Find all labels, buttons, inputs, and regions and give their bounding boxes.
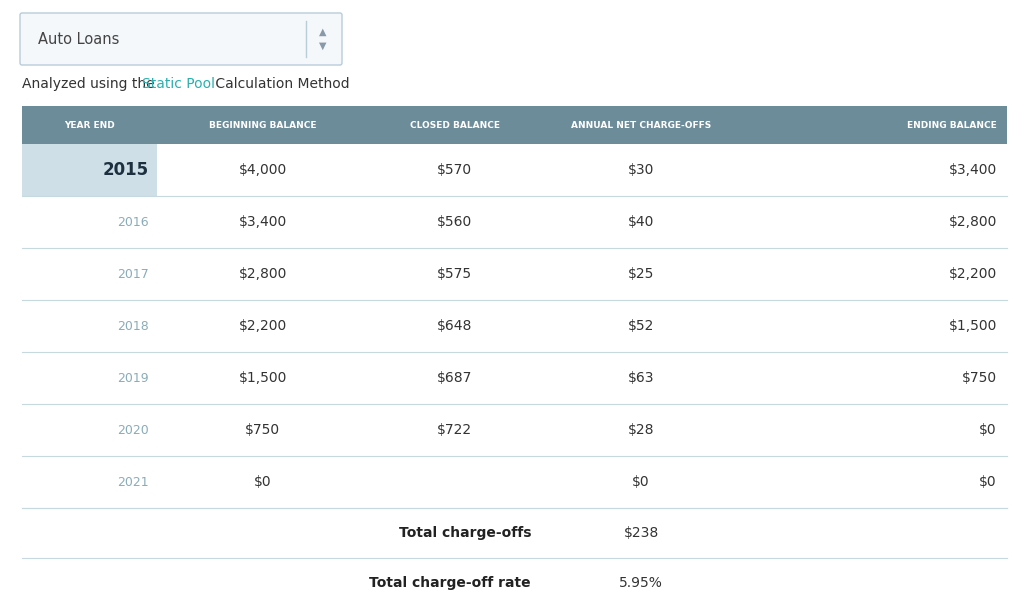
Text: $63: $63 — [628, 371, 654, 385]
Text: $2,800: $2,800 — [239, 267, 287, 281]
Text: 2017: 2017 — [117, 268, 149, 280]
Text: $687: $687 — [437, 371, 472, 385]
Text: $2,200: $2,200 — [239, 319, 287, 333]
Text: 2015: 2015 — [103, 161, 149, 179]
Text: $750: $750 — [245, 423, 280, 437]
Text: $0: $0 — [632, 475, 650, 489]
Bar — [22, 144, 157, 196]
Text: Static Pool: Static Pool — [142, 77, 215, 91]
Text: $575: $575 — [437, 267, 472, 281]
Text: BEGINNING BALANCE: BEGINNING BALANCE — [209, 121, 317, 130]
Text: $648: $648 — [437, 319, 472, 333]
Text: Auto Loans: Auto Loans — [38, 31, 119, 46]
Text: 2019: 2019 — [117, 371, 149, 385]
Text: $28: $28 — [628, 423, 654, 437]
Text: $52: $52 — [628, 319, 654, 333]
Text: $1,500: $1,500 — [949, 319, 997, 333]
Text: YEAR END: YEAR END — [64, 121, 115, 130]
Text: 5.95%: 5.95% — [619, 576, 663, 590]
Text: $25: $25 — [628, 267, 654, 281]
Text: $40: $40 — [628, 215, 654, 229]
Text: $0: $0 — [254, 475, 272, 489]
Text: 2018: 2018 — [117, 319, 149, 332]
FancyBboxPatch shape — [20, 13, 342, 65]
Text: $560: $560 — [437, 215, 472, 229]
Text: $30: $30 — [628, 163, 654, 177]
Text: $3,400: $3,400 — [949, 163, 997, 177]
Text: $0: $0 — [980, 423, 997, 437]
Text: $3,400: $3,400 — [239, 215, 287, 229]
Text: CLOSED BALANCE: CLOSED BALANCE — [410, 121, 500, 130]
Text: $2,200: $2,200 — [949, 267, 997, 281]
Bar — [22, 106, 1007, 144]
Text: ENDING BALANCE: ENDING BALANCE — [908, 121, 997, 130]
Text: Analyzed using the: Analyzed using the — [22, 77, 159, 91]
Text: $238: $238 — [624, 526, 659, 540]
Text: $722: $722 — [437, 423, 472, 437]
Text: $4,000: $4,000 — [239, 163, 287, 177]
Text: 2021: 2021 — [117, 475, 149, 488]
Text: $570: $570 — [437, 163, 472, 177]
Text: $1,500: $1,500 — [239, 371, 287, 385]
Text: Calculation Method: Calculation Method — [211, 77, 350, 91]
Text: 2020: 2020 — [117, 424, 149, 437]
Text: ▼: ▼ — [319, 41, 327, 51]
Text: 2016: 2016 — [117, 215, 149, 229]
Text: Total charge-offs: Total charge-offs — [398, 526, 531, 540]
Text: $2,800: $2,800 — [949, 215, 997, 229]
Text: $0: $0 — [980, 475, 997, 489]
Text: $750: $750 — [962, 371, 997, 385]
Text: Total charge-off rate: Total charge-off rate — [369, 576, 531, 590]
Text: ▲: ▲ — [319, 27, 327, 37]
Text: ANNUAL NET CHARGE-OFFS: ANNUAL NET CHARGE-OFFS — [571, 121, 711, 130]
